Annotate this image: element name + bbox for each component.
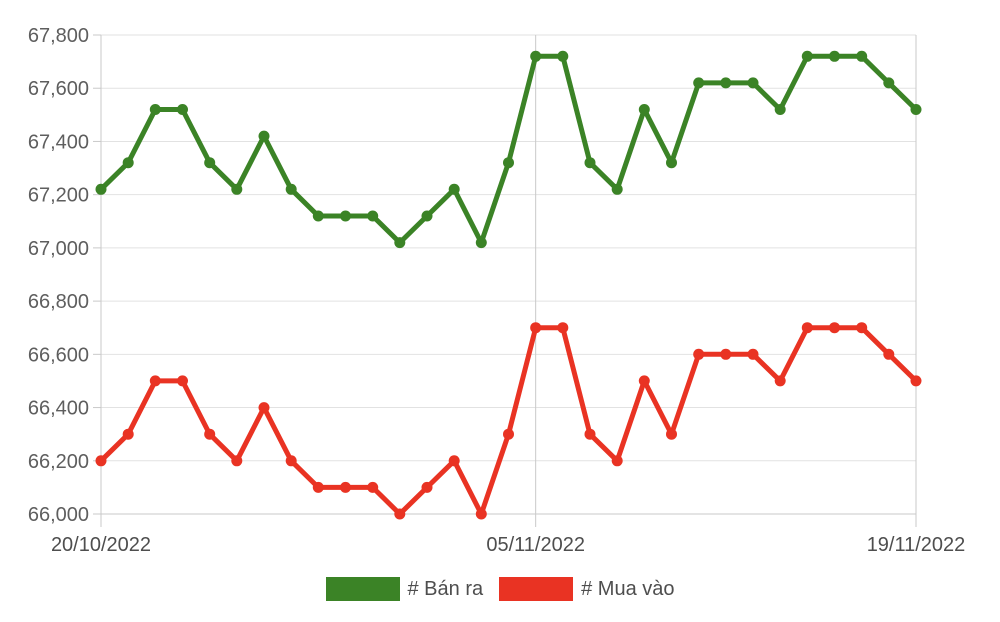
data-point[interactable] xyxy=(774,375,786,387)
data-point[interactable] xyxy=(95,455,107,467)
data-point[interactable] xyxy=(693,348,705,360)
data-point[interactable] xyxy=(503,428,514,440)
data-point[interactable] xyxy=(557,50,569,62)
data-point[interactable] xyxy=(829,50,840,62)
data-point[interactable] xyxy=(856,50,868,62)
data-point[interactable] xyxy=(638,104,650,115)
x-axis-label: 20/10/2022 xyxy=(51,534,151,556)
data-point[interactable] xyxy=(204,157,216,169)
y-axis-label: 67,000 xyxy=(28,238,89,260)
data-point[interactable] xyxy=(177,375,188,387)
y-axis-label: 67,400 xyxy=(28,131,89,153)
data-point[interactable] xyxy=(367,481,379,493)
data-point[interactable] xyxy=(95,183,107,195)
data-point[interactable] xyxy=(584,428,596,440)
data-point[interactable] xyxy=(258,130,270,142)
data-point[interactable] xyxy=(204,428,216,440)
data-point[interactable] xyxy=(747,77,759,89)
data-point[interactable] xyxy=(774,104,786,115)
data-point[interactable] xyxy=(611,183,623,195)
data-point[interactable] xyxy=(883,348,895,360)
y-axis-label: 66,400 xyxy=(28,398,89,420)
y-axis-label: 67,200 xyxy=(28,185,89,207)
legend-swatch-ban-ra xyxy=(325,577,400,601)
data-point[interactable] xyxy=(285,455,297,467)
y-axis-label: 66,600 xyxy=(28,344,89,366)
data-point[interactable] xyxy=(394,508,406,520)
data-point[interactable] xyxy=(720,348,732,360)
data-point[interactable] xyxy=(340,210,351,222)
data-point[interactable] xyxy=(149,104,161,115)
legend-label-ban-ra: # Bán ra xyxy=(407,577,484,600)
legend-item-mua-vao: # Mua vào xyxy=(499,577,675,601)
data-point[interactable] xyxy=(584,157,596,169)
data-point[interactable] xyxy=(829,322,840,334)
data-point[interactable] xyxy=(340,481,351,493)
data-point[interactable] xyxy=(611,455,623,467)
x-axis-label: 05/11/2022 xyxy=(486,534,585,556)
data-point[interactable] xyxy=(747,348,759,360)
data-point[interactable] xyxy=(638,375,650,387)
data-point[interactable] xyxy=(421,481,433,493)
chart-canvas: 66,000 66,200 66,400 66,600 66,800 67,000 67,2… xyxy=(28,25,966,556)
data-point[interactable] xyxy=(122,428,134,440)
y-axis-label: 66,000 xyxy=(28,504,89,526)
data-point[interactable] xyxy=(448,455,460,467)
data-point[interactable] xyxy=(177,104,188,115)
data-point[interactable] xyxy=(557,322,569,334)
data-point[interactable] xyxy=(530,50,542,62)
data-point[interactable] xyxy=(312,481,324,493)
data-point[interactable] xyxy=(285,183,297,195)
data-point[interactable] xyxy=(910,375,922,387)
legend-swatch-mua-vao xyxy=(499,577,574,601)
data-point[interactable] xyxy=(801,322,813,334)
data-point[interactable] xyxy=(448,183,460,195)
data-point[interactable] xyxy=(122,157,134,169)
data-point[interactable] xyxy=(231,183,243,195)
data-point[interactable] xyxy=(503,157,514,169)
series-line-1 xyxy=(98,325,919,517)
y-axis-label: 67,600 xyxy=(28,78,89,100)
data-point[interactable] xyxy=(530,322,542,334)
legend-item-ban-ra: # Bán ra xyxy=(325,577,484,601)
y-axis-label: 67,800 xyxy=(28,25,89,47)
data-point[interactable] xyxy=(910,104,922,115)
data-point[interactable] xyxy=(666,157,677,169)
y-axis-label: 66,800 xyxy=(28,291,89,313)
legend-label-mua-vao: # Mua vào xyxy=(581,577,675,600)
data-point[interactable] xyxy=(231,455,243,467)
x-axis-label: 19/11/2022 xyxy=(867,534,966,556)
data-point[interactable] xyxy=(720,77,732,89)
data-point[interactable] xyxy=(856,322,868,334)
y-axis-label: 66,200 xyxy=(28,451,89,473)
data-point[interactable] xyxy=(312,210,324,222)
data-point[interactable] xyxy=(475,237,487,249)
data-point[interactable] xyxy=(394,237,406,249)
chart-legend: # Bán ra # Mua vào xyxy=(0,574,1000,604)
data-point[interactable] xyxy=(421,210,433,222)
data-point[interactable] xyxy=(666,428,677,440)
data-point[interactable] xyxy=(801,50,813,62)
data-point[interactable] xyxy=(258,402,270,414)
data-point[interactable] xyxy=(693,77,705,89)
data-point[interactable] xyxy=(367,210,379,222)
data-point[interactable] xyxy=(149,375,161,387)
data-point[interactable] xyxy=(883,77,895,89)
series-line-0 xyxy=(98,53,919,246)
data-point[interactable] xyxy=(475,508,487,520)
